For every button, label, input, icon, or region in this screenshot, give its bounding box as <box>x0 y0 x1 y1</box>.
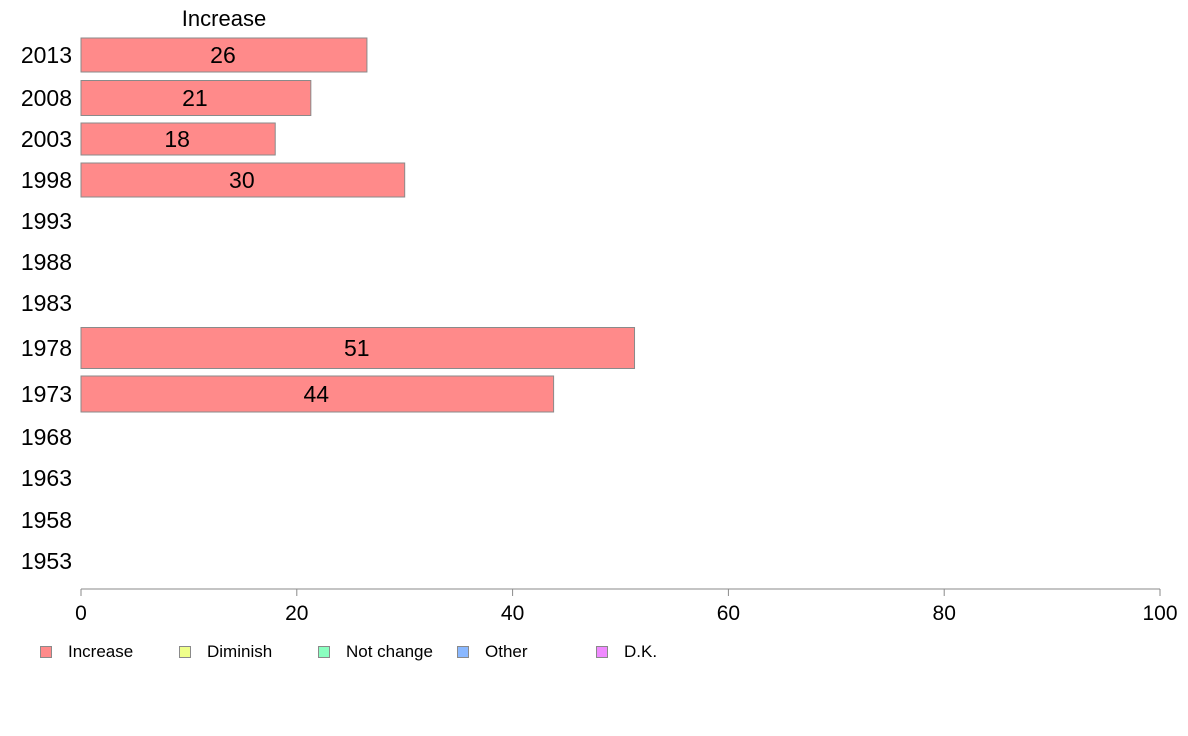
y-tick-label: 1988 <box>21 249 72 275</box>
legend-item: Other <box>457 640 528 664</box>
data-label: 18 <box>164 126 190 152</box>
y-tick-label: 1973 <box>21 381 72 407</box>
legend-swatch <box>596 646 608 658</box>
legend-swatch <box>40 646 52 658</box>
y-tick-label: 1998 <box>21 167 72 193</box>
y-tick-label: 1978 <box>21 335 72 361</box>
legend-swatch <box>179 646 191 658</box>
bar <box>80 375 555 413</box>
legend-label: D.K. <box>624 642 658 661</box>
x-tick-label: 60 <box>717 602 740 625</box>
bar <box>80 327 636 369</box>
x-tick-label: 40 <box>501 602 524 625</box>
data-label: 44 <box>304 381 330 407</box>
bar <box>80 122 276 156</box>
legend-swatch <box>318 646 330 658</box>
bar-chart: Increase 2013 26 2008 21 2003 18 1998 30 1993 198… <box>21 6 1178 625</box>
legend-label: Increase <box>68 642 134 661</box>
bar <box>80 37 368 73</box>
legend-swatch <box>457 646 469 658</box>
chart-title: Increase <box>182 6 266 31</box>
legend-item: D.K. <box>596 640 657 664</box>
y-tick-label: 1983 <box>21 290 72 316</box>
legend-label: Other <box>485 642 528 661</box>
bar <box>80 162 406 198</box>
data-label: 51 <box>344 335 370 361</box>
y-tick-label: 1993 <box>21 208 72 234</box>
chart-legend: Increase Diminish Not change Other D.K. <box>0 640 1188 664</box>
data-label: 30 <box>229 167 255 193</box>
y-tick-label: 1953 <box>21 548 72 574</box>
legend-item: Diminish <box>179 640 272 664</box>
x-tick-label: 20 <box>285 602 308 625</box>
legend-item: Increase <box>40 640 133 664</box>
y-tick-label: 2008 <box>21 85 72 111</box>
y-tick-label: 2003 <box>21 126 72 152</box>
y-tick-label: 1963 <box>21 465 72 491</box>
x-tick-label: 80 <box>933 602 956 625</box>
legend-item: Not change <box>318 640 433 664</box>
legend-label: Not change <box>346 642 433 661</box>
y-tick-label: 1958 <box>21 507 72 533</box>
legend-label: Diminish <box>207 642 273 661</box>
x-tick-label: 0 <box>75 602 87 625</box>
data-label: 21 <box>182 85 208 111</box>
data-label: 26 <box>210 42 236 68</box>
bar <box>80 80 312 116</box>
y-tick-label: 2013 <box>21 42 72 68</box>
x-tick-label: 100 <box>1142 602 1177 625</box>
y-tick-label: 1968 <box>21 424 72 450</box>
